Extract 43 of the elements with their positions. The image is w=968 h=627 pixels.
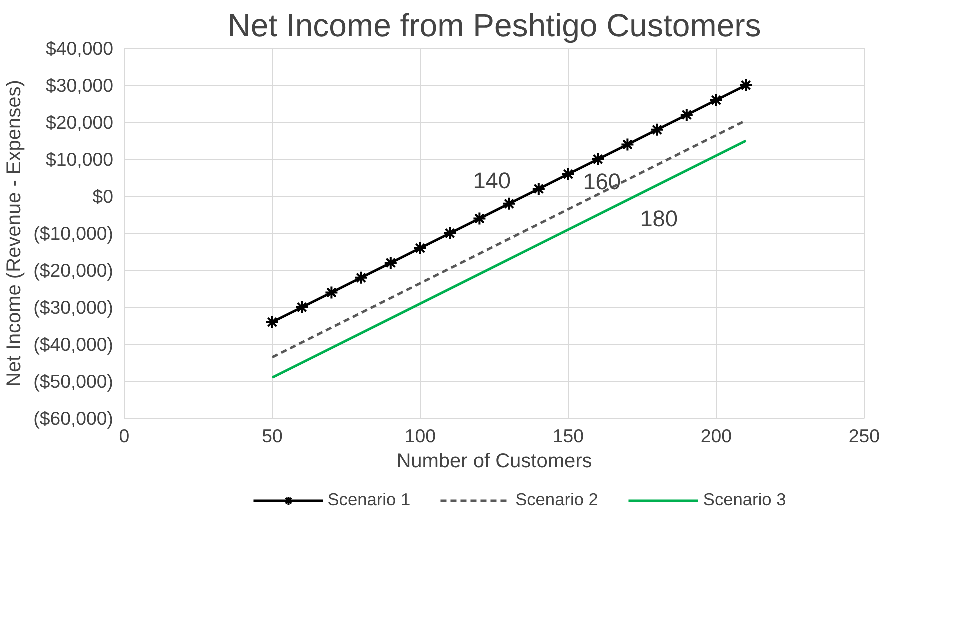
x-tick-label: 100 [404,426,436,446]
x-tick-label: 250 [848,426,880,446]
point [324,286,339,300]
point [710,93,724,108]
legend-label: Scenario 3 [703,490,786,510]
point [384,256,398,270]
y-tick-label: $40,000 [46,38,114,59]
y-tick-label: $0 [92,186,114,207]
point [650,122,664,137]
point [443,226,458,240]
y-tick-label: ($60,000) [34,408,114,429]
x-axis-title: Number of Customers [396,450,592,472]
point [532,182,546,196]
point [591,152,606,166]
point [354,270,368,285]
point [266,315,280,330]
y-tick-label: $20,000 [46,112,114,133]
y-tick-label: ($20,000) [34,260,114,281]
x-tick-label: 200 [700,426,732,446]
point [620,138,635,152]
y-tick-label: ($50,000) [34,371,114,392]
y-axis-title: Net Income (Revenue - Expenses) [4,80,26,387]
y-tick-label: $30,000 [46,75,114,96]
y-tick-label: ($30,000) [34,297,114,318]
x-tick-label: 150 [552,426,584,446]
x-tick-label: 50 [262,426,283,446]
legend-label: Scenario 2 [516,490,598,510]
point [739,78,754,92]
x-tick-label: 0 [119,426,130,446]
point [414,241,428,256]
annotation: 140 [473,168,512,194]
point [502,196,516,211]
point [472,212,487,226]
legend-label: Scenario 1 [328,490,411,510]
point [680,108,694,122]
y-tick-label: ($10,000) [34,223,114,244]
point [562,167,576,182]
y-tick-label: ($40,000) [34,334,114,355]
point [295,300,310,314]
annotation: 160 [583,168,622,195]
chart-title: Net Income from Peshtigo Customers [228,8,762,44]
y-tick-label: $10,000 [46,149,114,170]
annotation: 180 [640,206,678,232]
